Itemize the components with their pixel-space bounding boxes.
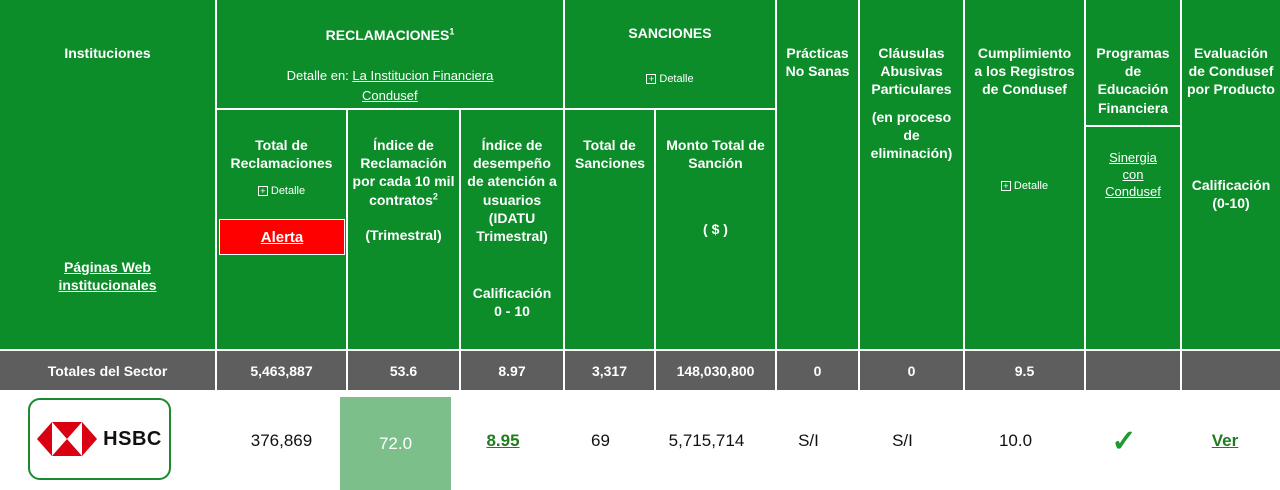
grid-line [1180, 0, 1182, 392]
row-monto: 5,715,714 [647, 392, 766, 490]
header-sanciones: SANCIONES + Detalle [565, 0, 775, 108]
hsbc-logo-text: HSBC [103, 427, 162, 450]
expand-plus-icon: + [1000, 181, 1011, 191]
expand-plus-icon: + [257, 186, 268, 196]
row-indice-reclamacion: 72.0 [340, 397, 451, 490]
institucion-financiera-link[interactable]: La Institucion Financiera [352, 68, 494, 83]
paginas-web-link[interactable]: Páginas Web institucionales [58, 259, 157, 294]
header-total-sanciones: Total de Sanciones [575, 137, 646, 172]
grid-line [654, 108, 656, 392]
grid-line [459, 108, 461, 392]
table-row: HSBC 376,869 72.0 8.95 69 5,715,714 S/I … [0, 392, 1280, 490]
row-indice-desempeno-link[interactable]: 8.95 [452, 392, 554, 490]
header-instituciones: Instituciones Páginas Web institucionale… [0, 0, 215, 349]
totals-cumplimiento: 9.5 [965, 351, 1084, 390]
instituciones-label: Instituciones [64, 45, 151, 61]
grid-line [858, 0, 860, 392]
header-practicas: Prácticas No Sanas [785, 45, 850, 80]
sanciones-title: SANCIONES [628, 25, 712, 41]
cumplimiento-detalle-button[interactable]: + Detalle [1000, 179, 1048, 193]
table-header [0, 0, 1280, 349]
totals-total-sanciones: 3,317 [565, 351, 654, 390]
totals-label: Totales del Sector [0, 351, 215, 390]
header-monto-total: Monto Total de Sanción ( $ ) [666, 137, 765, 237]
hsbc-logo[interactable]: HSBC [28, 398, 171, 480]
reclamaciones-title: RECLAMACIONES [325, 27, 450, 43]
totals-indice-desempeno: 8.97 [461, 351, 563, 390]
header-total-reclamaciones: Total de Reclamaciones + Detalle [230, 137, 333, 198]
alerta-button[interactable]: Alerta [219, 219, 345, 255]
row-programas: ✓ [1077, 392, 1171, 490]
totals-indice-reclamacion: 53.6 [348, 351, 459, 390]
totals-practicas: 0 [777, 351, 858, 390]
row-evaluacion-ver-link[interactable]: Ver [1176, 392, 1274, 490]
grid-line [1086, 125, 1180, 127]
row-cumplimiento: 10.0 [956, 392, 1075, 490]
grid-line [346, 108, 348, 392]
condusef-link[interactable]: Condusef [362, 88, 418, 103]
grid-line [563, 0, 565, 392]
checkmark-icon: ✓ [1111, 424, 1137, 458]
totals-total-reclamaciones: 5,463,887 [217, 351, 346, 390]
totals-programas [1086, 351, 1180, 390]
sanciones-detalle-button[interactable]: + Detalle [646, 72, 694, 86]
grid-line [1084, 0, 1086, 392]
reclamaciones-footnote: 1 [449, 26, 455, 37]
grid-line [775, 0, 777, 392]
grid-line [963, 0, 965, 392]
totals-row: Totales del Sector 5,463,887 53.6 8.97 3… [0, 349, 1280, 392]
row-practicas: S/I [768, 392, 849, 490]
expand-plus-icon: + [646, 74, 657, 84]
header-programas: Programas de Educación Financiera Sinerg… [1096, 45, 1170, 199]
row-clausulas: S/I [851, 392, 954, 490]
reclamaciones-detalle-button[interactable]: + Detalle [257, 184, 305, 198]
hsbc-hexagon-icon [37, 422, 98, 456]
row-total-sanciones: 69 [556, 392, 645, 490]
sinergia-link[interactable]: Sinergia con Condusef [1105, 150, 1161, 199]
row-total-reclamaciones: 376,869 [217, 392, 346, 490]
header-indice-desempeno: Índice de desempeño de atención a usuari… [467, 137, 557, 320]
header-reclamaciones: RECLAMACIONES1 Detalle en: La Institucio… [217, 0, 563, 108]
totals-clausulas: 0 [860, 351, 963, 390]
header-cumplimiento: Cumplimiento a los Registros de Condusef… [974, 45, 1075, 193]
totals-evaluacion [1182, 351, 1280, 390]
header-indice-reclamacion: Índice de Reclamación por cada 10 mil co… [352, 137, 455, 243]
grid-line [217, 108, 775, 110]
detalle-en-label: Detalle en: [286, 68, 349, 83]
header-clausulas: Cláusulas Abusivas Particulares (en proc… [870, 45, 953, 162]
header-evaluacion: Evaluación de Condusef por Producto Cali… [1187, 45, 1275, 212]
totals-monto: 148,030,800 [656, 351, 775, 390]
grid-line [215, 0, 217, 392]
